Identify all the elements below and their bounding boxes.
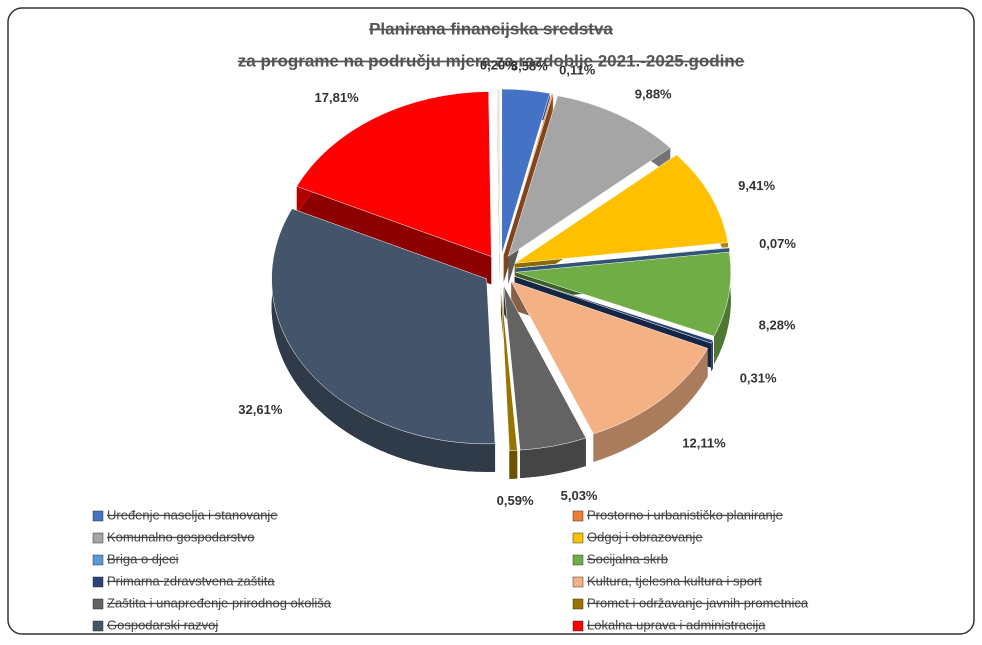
legend-swatch [573,555,583,565]
legend-label: Kultura, tjelesna kultura i sport [587,573,762,588]
data-label: 0,59% [497,493,534,508]
data-label: 32,61% [238,402,283,417]
legend-swatch [93,621,103,631]
legend-label: Zaštita i unapređenje prirodnog okoliša [107,595,332,610]
legend-swatch [573,577,583,587]
legend-swatch [93,577,103,587]
slice-depth [711,340,713,371]
legend-swatch [573,621,583,631]
data-label: 0,11% [559,63,596,78]
legend-swatch [93,533,103,543]
slice-depth [509,450,517,478]
data-label: 0,07% [759,236,796,251]
legend-label: Gospodarski razvoj [107,617,218,632]
data-label: 5,03% [561,488,598,503]
legend-label: Promet i održavanje javnih prometnica [587,595,809,610]
legend-swatch [93,599,103,609]
legend-swatch [93,555,103,565]
data-label: 12,11% [682,436,726,451]
data-label: 17,81% [315,90,360,105]
legend-label: Primarna zdravstvena zaštita [107,573,275,588]
data-label: 0,20% [480,57,517,72]
data-label: 9,41% [738,178,775,193]
legend-swatch [573,533,583,543]
legend-swatch [573,511,583,521]
legend-label: Uređenje naselja i stanovanje [107,507,278,522]
data-label: 0,31% [740,370,777,385]
legend-label: Socijalna skrb [587,551,668,566]
legend-label: Prostorno i urbanističko planiranje [587,507,783,522]
legend-label: Briga o djeci [107,551,179,566]
legend-swatch [573,599,583,609]
legend-swatch [93,511,103,521]
legend-label: Lokalna uprava i administracija [587,617,766,632]
legend-label: Odgoj i obrazovanje [587,529,703,544]
legend-label: Komunalno gospodarstvo [107,529,254,544]
chart-title: Planirana financijska sredstva [369,19,613,38]
data-label: 8,28% [759,317,796,332]
data-label: 9,88% [635,87,672,102]
